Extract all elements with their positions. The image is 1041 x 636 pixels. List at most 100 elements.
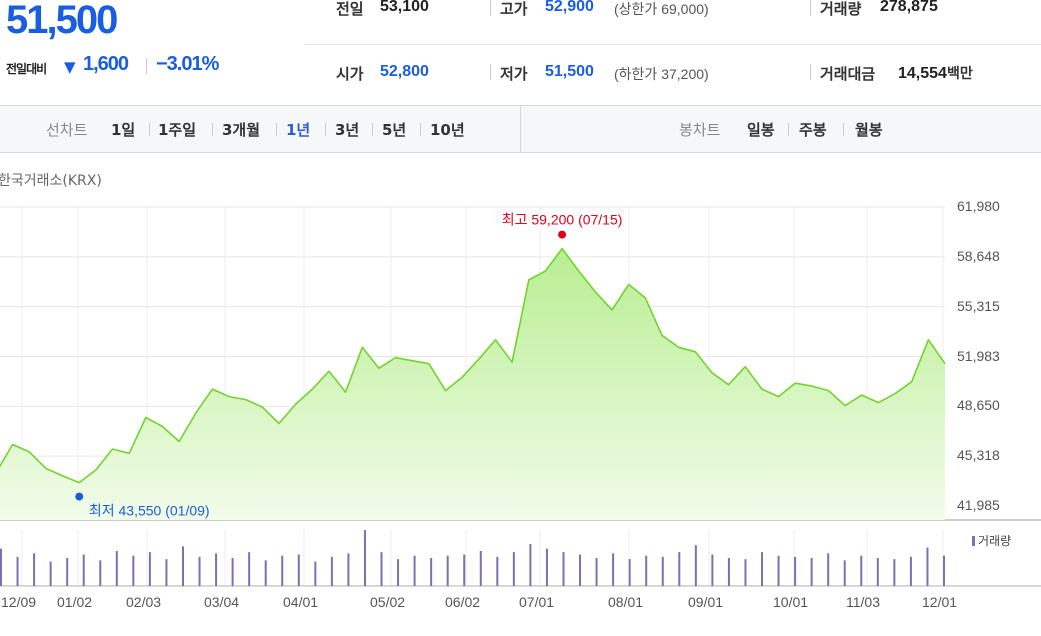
max-annotation: 최고 59,200 (07/15) <box>502 212 623 228</box>
candle-monthly[interactable]: 월봉 <box>855 121 883 139</box>
volume-bar <box>347 553 350 586</box>
upper-limit: (상한가 69,000) <box>614 1 709 17</box>
divider <box>149 123 150 136</box>
y-tick-label: 41,985 <box>957 497 1000 513</box>
volume-bar <box>860 555 863 586</box>
volume-bar <box>363 530 366 586</box>
divider <box>305 44 1041 45</box>
x-tick-label: 04/01 <box>283 594 319 610</box>
period-10y[interactable]: 10년 <box>430 121 465 139</box>
line-chart-label: 선차트 <box>46 121 88 139</box>
x-tick-label: 05/02 <box>370 594 406 610</box>
x-tick-label: 08/01 <box>608 594 644 610</box>
volume-bar <box>198 556 201 586</box>
divider <box>843 123 844 136</box>
volume-bar <box>545 548 548 586</box>
volume-bar <box>678 552 681 586</box>
volume-bar <box>231 558 234 586</box>
max-marker <box>558 230 567 239</box>
period-1y[interactable]: 1년 <box>286 121 311 139</box>
x-tick-label: 01/02 <box>57 594 93 610</box>
period-5y[interactable]: 5년 <box>382 121 407 139</box>
exchange-label: 한국거래소(KRX) <box>0 173 102 189</box>
x-tick-label: 09/01 <box>688 594 724 610</box>
volume-bar <box>744 559 747 586</box>
volume-bar <box>496 556 499 586</box>
amount-value: 14,554백만 <box>898 63 973 83</box>
volume-bar <box>727 558 730 586</box>
volume-bar <box>843 560 846 586</box>
volume-bar <box>181 546 184 586</box>
volume-bar <box>479 551 482 586</box>
x-tick-label: 03/04 <box>204 594 240 610</box>
volume-bar <box>148 552 151 586</box>
divider <box>146 58 147 74</box>
volume-bar <box>810 558 813 586</box>
volume-bar <box>165 559 168 586</box>
y-tick-label: 61,980 <box>957 198 1000 214</box>
volume-bar <box>82 554 85 586</box>
period-3y[interactable]: 3년 <box>335 121 360 139</box>
x-tick-label: 10/01 <box>773 594 809 610</box>
volume-bar <box>529 544 532 586</box>
volume-bar <box>33 553 36 586</box>
volume-bar <box>99 560 102 586</box>
y-tick-label: 58,648 <box>957 247 1000 264</box>
volume-bar <box>943 555 945 586</box>
divider <box>490 64 491 80</box>
y-tick-label: 55,315 <box>957 297 1000 314</box>
current-price: 51,500 <box>6 0 118 42</box>
divider <box>212 123 213 136</box>
volume-bar <box>115 551 118 586</box>
divider <box>810 0 811 16</box>
divider <box>490 0 491 16</box>
x-tick-label: 06/02 <box>445 594 481 610</box>
volume-bar <box>413 555 416 586</box>
divider <box>810 64 811 80</box>
volume-bar <box>49 561 52 586</box>
volume-bar <box>248 552 251 586</box>
volume-bar <box>0 548 2 586</box>
amount-label: 거래대금 <box>820 65 876 83</box>
period-1d[interactable]: 1일 <box>111 121 136 139</box>
volume-bar <box>761 552 764 586</box>
volume-bar <box>215 553 218 586</box>
volume-bar <box>612 553 615 586</box>
divider <box>372 123 373 136</box>
volume-bar <box>926 547 929 586</box>
candle-chart-label: 봉차트 <box>679 121 721 139</box>
volume-bar <box>595 558 598 586</box>
divider <box>276 123 277 136</box>
x-tick-label: 02/03 <box>126 594 162 610</box>
period-1w[interactable]: 1주일 <box>158 121 197 139</box>
volume-bar <box>661 556 664 586</box>
down-arrow-icon: ▼ <box>64 58 76 76</box>
volume-bar <box>430 558 433 586</box>
volume-bar <box>777 555 780 586</box>
volume-bar <box>281 555 284 586</box>
divider <box>325 123 326 136</box>
volume-bar <box>694 545 697 586</box>
divider <box>420 123 421 136</box>
volume-bar <box>562 552 565 586</box>
change-value: 1,600 <box>83 53 129 75</box>
volume-bar <box>132 555 135 586</box>
prev-close-value: 53,100 <box>380 0 429 15</box>
low-label: 저가 <box>500 65 528 83</box>
change-rate: −3.01% <box>156 53 219 75</box>
period-3m[interactable]: 3개월 <box>222 121 261 139</box>
lower-limit: (하한가 37,200) <box>614 66 709 82</box>
y-tick-label: 45,318 <box>957 447 1000 464</box>
volume-bar <box>579 554 582 586</box>
volume-label: 거래량 <box>820 0 862 18</box>
volume-legend: 거래량 <box>972 532 1011 549</box>
volume-bar <box>893 559 896 586</box>
candle-weekly[interactable]: 주봉 <box>799 121 827 139</box>
prev-close-label: 전일 <box>336 0 364 18</box>
volume-bar <box>380 552 383 586</box>
volume-legend-label: 거래량 <box>978 534 1012 548</box>
candle-daily[interactable]: 일봉 <box>747 121 775 139</box>
volume-bar <box>16 556 19 586</box>
volume-bar <box>397 559 400 586</box>
y-tick-label: 48,650 <box>957 397 1000 414</box>
